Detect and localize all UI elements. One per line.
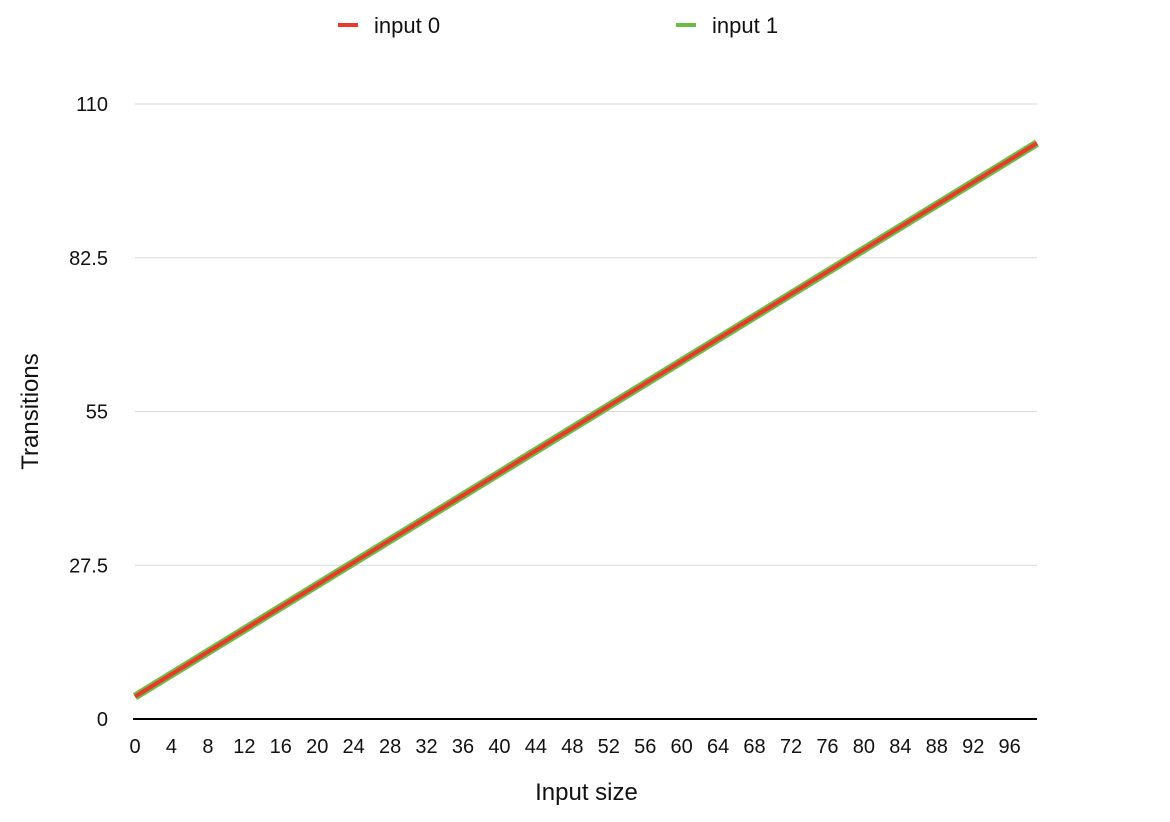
x-tick-label: 68 (743, 736, 765, 758)
x-axis-ticks: 0 4 8 12 16 20 24 28 32 36 40 44 48 52 56 60 64 68 72 76 80 8… (129, 736, 1020, 758)
series-line (133, 141, 1039, 699)
x-tick-label: 12 (233, 736, 255, 758)
x-tick-label: 84 (889, 736, 911, 758)
x-tick-label: 8 (202, 736, 213, 758)
x-tick-label: 20 (306, 736, 328, 758)
x-tick-label: 96 (999, 736, 1021, 758)
grid-lines (135, 103, 1037, 566)
x-tick-label: 4 (166, 736, 177, 758)
x-tick-label: 52 (598, 736, 620, 758)
y-axis-title: Transitions (17, 353, 44, 469)
x-tick-label: 32 (415, 736, 437, 758)
legend-label: input 1 (712, 13, 778, 38)
x-tick-label: 28 (379, 736, 401, 758)
series-lines (132, 139, 1040, 701)
x-tick-label: 16 (270, 736, 292, 758)
y-tick-label: 110 (76, 94, 108, 116)
x-tick-label: 92 (962, 736, 984, 758)
y-tick-label: 0 (97, 709, 108, 731)
x-tick-label: 60 (671, 736, 693, 758)
x-tick-label: 24 (343, 736, 365, 758)
x-tick-label: 36 (452, 736, 474, 758)
y-axis-ticks: 0 27.5 55 82.5 110 (69, 94, 108, 731)
x-tick-label: 88 (926, 736, 948, 758)
x-axis-title: Input size (535, 779, 638, 806)
x-tick-label: 72 (780, 736, 802, 758)
x-tick-label: 76 (816, 736, 838, 758)
x-tick-label: 80 (853, 736, 875, 758)
y-tick-label: 55 (86, 402, 108, 424)
y-tick-label: 27.5 (69, 555, 108, 577)
legend-label: input 0 (374, 13, 440, 38)
legend: input 0 input 1 (338, 13, 778, 38)
x-tick-label: 56 (634, 736, 656, 758)
x-tick-label: 48 (561, 736, 583, 758)
y-tick-label: 82.5 (69, 248, 108, 270)
x-tick-label: 64 (707, 736, 729, 758)
x-tick-label: 44 (525, 736, 547, 758)
x-tick-label: 40 (488, 736, 510, 758)
x-tick-label: 0 (129, 736, 140, 758)
